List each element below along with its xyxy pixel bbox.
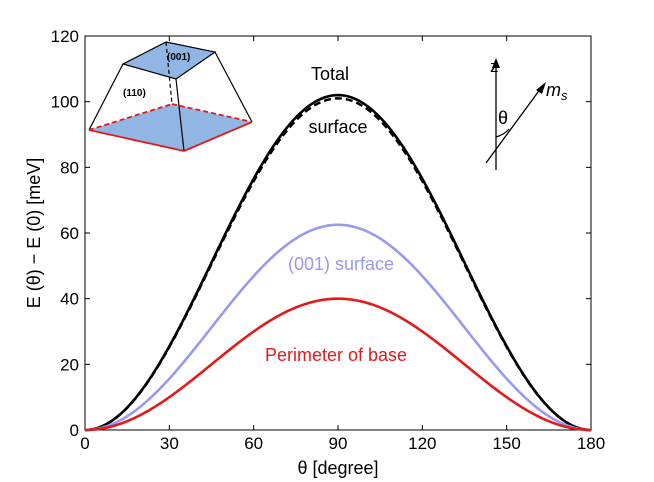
z-label: z (490, 57, 499, 76)
y-tick-label: 100 (51, 93, 79, 112)
pyramid-top-label: (001) (167, 52, 190, 63)
annotation-perimeter: Perimeter of base (265, 345, 407, 365)
annotation-001-surface: (001) surface (288, 254, 394, 274)
pyramid-hidden-edge (165, 41, 173, 105)
x-tick-label: 90 (329, 434, 348, 453)
inset-axes: z θ ms (485, 57, 568, 170)
inset-pyramid: (001) (110) (88, 41, 253, 152)
m-vector-line (485, 87, 542, 164)
pyramid-edge (88, 63, 124, 131)
x-tick-label: 30 (160, 434, 179, 453)
pyramid-base-edge (183, 121, 253, 152)
y-tick-label: 20 (60, 355, 79, 374)
y-axis-label: E (θ) − E (0) [meV] (24, 158, 44, 309)
x-tick-label: 0 (80, 434, 89, 453)
z-axis-arrowhead (492, 58, 500, 68)
series-group (84, 93, 592, 432)
x-axis-label: θ [degree] (297, 458, 378, 478)
pyramid-side-label: (110) (123, 88, 146, 99)
y-tick-label: 60 (60, 224, 79, 243)
annotation-surface: surface (308, 117, 367, 137)
x-tick-label: 120 (408, 434, 436, 453)
pyramid-base-face (89, 104, 252, 151)
pyramid-edge (175, 78, 185, 152)
series-line-surface (84, 97, 592, 432)
m-label: ms (546, 80, 568, 103)
annotation-total: Total (311, 64, 349, 84)
m-label-main: m (546, 80, 561, 100)
series-line-001-surface (84, 223, 592, 432)
y-tick-label: 40 (60, 290, 79, 309)
x-tick-label: 60 (244, 434, 263, 453)
y-tick-label: 120 (51, 27, 79, 46)
pyramid-base-edge (88, 129, 185, 152)
theta-arc (495, 128, 510, 138)
pyramid-base-hidden-edge (88, 103, 173, 131)
y-tick-label: 80 (60, 158, 79, 177)
x-tick-label: 150 (492, 434, 520, 453)
series-line-perimeter-of-base (84, 297, 592, 432)
ticks: 0 30 60 90 120 150 180 0 20 40 60 80 100 120 (51, 27, 606, 453)
y-tick-label: 0 (70, 421, 79, 440)
m-label-sub: s (561, 88, 568, 103)
pyramid-edge (214, 51, 253, 123)
pyramid-base-hidden-edge (171, 103, 253, 123)
theta-label: θ (498, 108, 508, 128)
x-tick-label: 180 (577, 434, 605, 453)
m-vector-arrowhead (536, 82, 546, 94)
